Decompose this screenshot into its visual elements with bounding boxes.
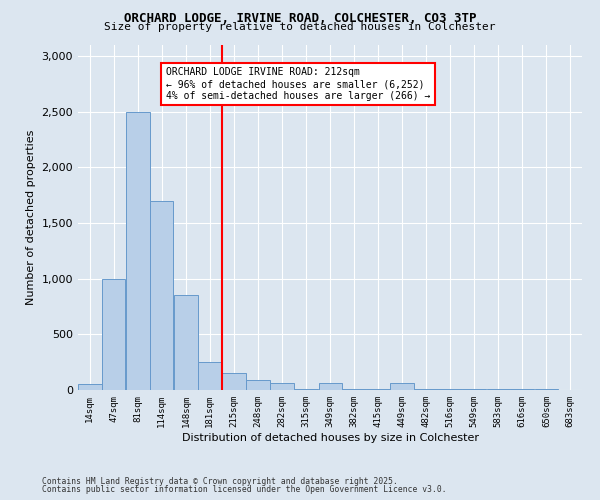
Bar bbox=[391, 384, 414, 390]
Bar bbox=[101, 278, 125, 390]
Bar bbox=[271, 384, 294, 390]
Bar bbox=[439, 389, 462, 390]
Bar bbox=[294, 389, 318, 390]
Text: ORCHARD LODGE, IRVINE ROAD, COLCHESTER, CO3 3TP: ORCHARD LODGE, IRVINE ROAD, COLCHESTER, … bbox=[124, 12, 476, 26]
Text: Contains public sector information licensed under the Open Government Licence v3: Contains public sector information licen… bbox=[42, 484, 446, 494]
Bar bbox=[78, 384, 101, 390]
Bar bbox=[462, 389, 486, 390]
Bar bbox=[366, 389, 389, 390]
Text: Size of property relative to detached houses in Colchester: Size of property relative to detached ho… bbox=[104, 22, 496, 32]
Bar bbox=[223, 374, 246, 390]
Bar bbox=[174, 296, 198, 390]
Bar bbox=[342, 389, 366, 390]
Bar bbox=[126, 112, 150, 390]
Y-axis label: Number of detached properties: Number of detached properties bbox=[26, 130, 36, 305]
Text: Contains HM Land Registry data © Crown copyright and database right 2025.: Contains HM Land Registry data © Crown c… bbox=[42, 477, 398, 486]
Bar bbox=[150, 201, 173, 390]
Bar bbox=[246, 380, 269, 390]
Bar bbox=[319, 384, 342, 390]
Bar bbox=[414, 389, 437, 390]
Bar bbox=[535, 389, 559, 390]
Bar bbox=[198, 362, 221, 390]
X-axis label: Distribution of detached houses by size in Colchester: Distribution of detached houses by size … bbox=[182, 432, 479, 442]
Text: ORCHARD LODGE IRVINE ROAD: 212sqm
← 96% of detached houses are smaller (6,252)
4: ORCHARD LODGE IRVINE ROAD: 212sqm ← 96% … bbox=[166, 68, 431, 100]
